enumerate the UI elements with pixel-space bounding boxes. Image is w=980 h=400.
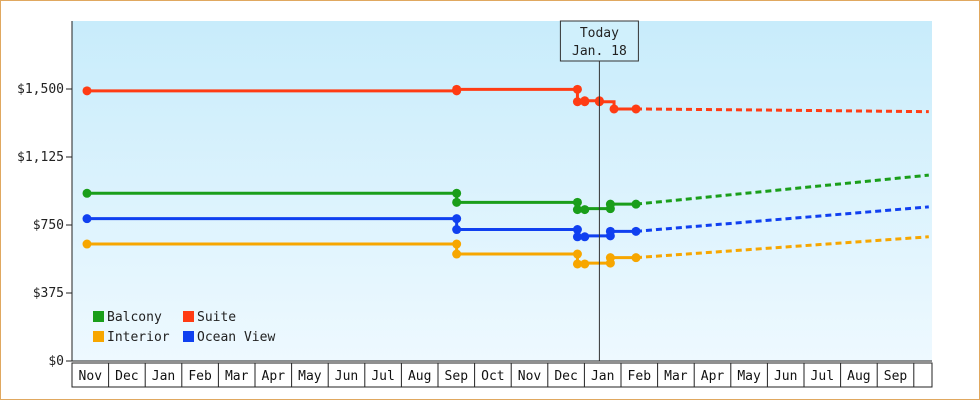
month-label: Nov <box>79 369 103 384</box>
legend-swatch <box>93 331 104 342</box>
y-axis: $0 $375 $750 $1,125 $1,500 <box>17 21 73 369</box>
data-point <box>605 253 615 263</box>
month-label: Jun <box>774 369 797 384</box>
month-label: Jul <box>371 369 394 384</box>
month-label: Mar <box>225 369 249 384</box>
month-label: Dec <box>115 369 138 384</box>
data-point <box>572 232 582 242</box>
markers-layer <box>82 84 641 269</box>
month-label: Jul <box>811 369 834 384</box>
month-label: Apr <box>262 369 286 384</box>
legend-label: Interior <box>107 330 170 345</box>
month-label: Feb <box>628 369 652 384</box>
data-point <box>452 225 462 235</box>
data-point <box>452 239 462 249</box>
month-label: Nov <box>518 369 542 384</box>
data-point <box>82 86 92 96</box>
x-axis: Nov Dec Jan Feb Mar Apr May Jun Jul Aug Sep Oct Nov D… <box>71 360 933 388</box>
y-tick-label: $1,500 <box>17 82 64 97</box>
month-strip <box>71 362 933 388</box>
month-label: Jan <box>591 369 614 384</box>
data-point <box>82 239 92 249</box>
data-point <box>572 225 582 235</box>
data-point <box>572 205 582 215</box>
legend-label: Balcony <box>107 310 162 325</box>
data-point <box>452 214 462 224</box>
legend-label: Ocean View <box>197 330 275 345</box>
month-label: May <box>298 369 322 384</box>
data-point <box>580 232 590 242</box>
today-box <box>559 20 639 62</box>
data-point <box>580 259 590 269</box>
y-tick-label: $375 <box>33 286 64 301</box>
data-point <box>572 97 582 107</box>
forecast-line-ocean-view <box>635 205 929 233</box>
data-point <box>631 253 641 263</box>
data-point <box>631 226 641 236</box>
data-point <box>452 197 462 207</box>
month-label: Mar <box>664 369 688 384</box>
month-label: Jun <box>335 369 358 384</box>
data-point <box>572 84 582 94</box>
data-point <box>82 188 92 198</box>
month-label: Feb <box>188 369 212 384</box>
legend-swatch <box>183 331 194 342</box>
month-label: Sep <box>445 369 469 384</box>
forecast-line-balcony <box>635 173 929 206</box>
forecast-line-suite <box>635 107 929 114</box>
data-point <box>609 104 619 114</box>
data-point <box>580 96 590 106</box>
legend-label: Suite <box>197 310 236 325</box>
today-label: Today <box>580 26 619 41</box>
data-point <box>572 249 582 259</box>
legend: Balcony Suite Interior Ocean View <box>93 310 275 345</box>
data-point <box>631 104 641 114</box>
data-point <box>452 84 462 94</box>
data-point <box>605 226 615 236</box>
y-tick-label: $750 <box>33 218 64 233</box>
month-label: Sep <box>884 369 908 384</box>
legend-swatch <box>93 311 104 322</box>
y-tick-label: $0 <box>48 354 64 369</box>
legend-swatch <box>183 311 194 322</box>
data-point <box>631 199 641 209</box>
data-point <box>572 259 582 269</box>
data-point <box>572 197 582 207</box>
month-label: Oct <box>481 369 504 384</box>
data-point <box>580 205 590 215</box>
data-point <box>452 188 462 198</box>
month-label: Jan <box>152 369 175 384</box>
forecast-line-interior <box>635 235 929 260</box>
month-label: Aug <box>847 369 870 384</box>
plot-area <box>72 21 932 361</box>
month-label: May <box>737 369 761 384</box>
data-point <box>452 249 462 259</box>
data-point <box>82 214 92 224</box>
today-callout: Today Jan. 18 <box>559 20 639 62</box>
month-label: Dec <box>554 369 577 384</box>
data-point <box>605 199 615 209</box>
y-tick-label: $1,125 <box>17 150 64 165</box>
month-label: Apr <box>701 369 725 384</box>
month-label: Aug <box>408 369 431 384</box>
today-date: Jan. 18 <box>572 44 627 59</box>
